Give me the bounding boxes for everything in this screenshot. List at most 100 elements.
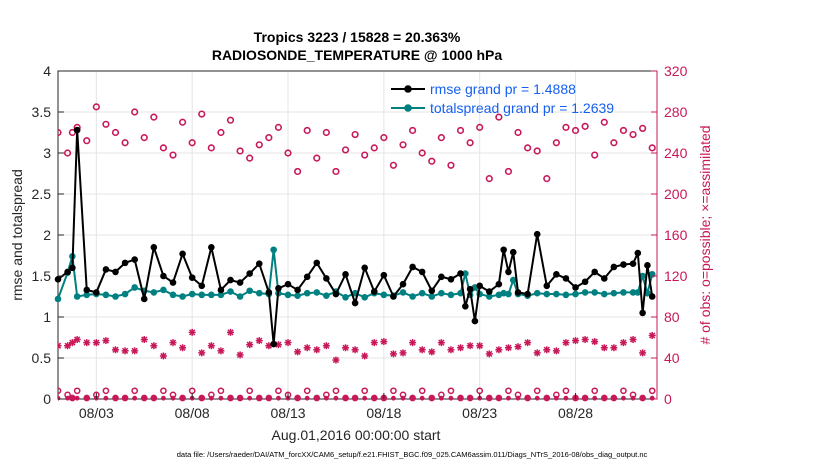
rmse-point (505, 268, 512, 276)
obs-assimilated-point (389, 350, 397, 358)
obs-possible-point (533, 147, 541, 155)
y-tick-label-left: 3 (43, 145, 51, 161)
obs-assimilated-point (255, 337, 263, 345)
obs-assimilated-stroke (361, 352, 368, 360)
rmse-point (198, 282, 206, 290)
obs-possible-low-point (58, 387, 62, 395)
spread-point (83, 291, 91, 299)
obs-assimilated-point (68, 339, 76, 347)
obs-assimilated-low-point (237, 395, 243, 401)
obs-assimilated-stroke (313, 346, 320, 353)
obs-assimilated-point (533, 349, 541, 357)
obs-possible-point (581, 122, 589, 130)
y-axis-label-right: # of obs: o=possible; ×=assimilated (697, 125, 713, 344)
rmse-point (629, 260, 637, 268)
obs-assimilated-low-point (323, 395, 329, 401)
obs-assimilated-low-point (621, 395, 626, 401)
rmse-point (255, 260, 263, 268)
obs-assimilated-stroke (304, 344, 311, 351)
obs-possible-point (58, 128, 62, 137)
rmse-point (390, 293, 397, 300)
rmse-point (553, 271, 560, 278)
obs-assimilated-point (572, 337, 580, 345)
obs-assimilated-point (648, 331, 656, 339)
obs-assimilated-stroke (610, 344, 618, 351)
obs-assimilated-point (428, 348, 436, 356)
rmse-point (428, 287, 436, 295)
obs-assimilated-point (370, 339, 378, 347)
obs-assimilated-point (313, 346, 321, 354)
obs-possible-point (456, 126, 465, 135)
obs-possible-point (476, 123, 484, 131)
legend-spread-marker (404, 104, 412, 112)
obs-assimilated-point (418, 346, 426, 354)
obs-assimilated-low-point (467, 395, 473, 401)
obs-possible-point (629, 130, 637, 139)
x-axis-label: Aug.01,2016 00:00:00 start (272, 427, 441, 443)
obs-assimilated-point (236, 351, 244, 359)
rmse-point (54, 275, 62, 283)
rmse-point (342, 271, 349, 278)
obs-assimilated-low-point (295, 395, 300, 401)
obs-possible-point (284, 149, 292, 157)
obs-assimilated-stroke (601, 344, 608, 351)
rmse-point (514, 289, 522, 296)
spread-point (562, 291, 570, 299)
obs-assimilated-low-point (228, 395, 233, 401)
obs-assimilated-stroke (74, 336, 81, 343)
chart-title: Tropics 3223 / 15828 = 20.363% (254, 29, 461, 45)
obs-assimilated-stroke (64, 342, 71, 349)
obs-assimilated-stroke (160, 352, 167, 360)
obs-assimilated-point (485, 350, 493, 358)
obs-assimilated-point (92, 339, 100, 347)
obs-possible-point (150, 113, 158, 121)
obs-assimilated-stroke (150, 342, 157, 349)
spread-point (303, 289, 311, 297)
obs-possible-point (466, 139, 474, 147)
obs-assimilated-stroke (246, 341, 253, 348)
rmse-point (270, 340, 277, 348)
rmse-point (303, 273, 311, 281)
rmse-point (69, 264, 76, 272)
rmse-point (610, 263, 618, 271)
spread-point (179, 293, 186, 300)
rmse-point (438, 273, 445, 281)
obs-assimilated-point (83, 339, 91, 347)
x-tick-label: 08/18 (366, 405, 401, 421)
obs-assimilated-low-point (515, 395, 521, 401)
spread-point (639, 272, 646, 280)
obs-possible-point (514, 128, 522, 137)
obs-assimilated-point (207, 342, 215, 350)
obs-assimilated-point (303, 344, 311, 352)
obs-assimilated-point (332, 356, 340, 364)
obs-assimilated-low-point (74, 395, 80, 401)
obs-assimilated-low-point (534, 395, 540, 401)
spread-point (102, 291, 110, 299)
obs-assimilated-stroke (534, 349, 541, 357)
obs-assimilated-stroke (83, 339, 90, 346)
obs-assimilated-low-point (170, 395, 176, 401)
obs-assimilated-low-point (601, 395, 607, 401)
obs-assimilated-stroke (121, 347, 129, 354)
obs-possible-point (399, 141, 407, 149)
rmse-point (476, 282, 483, 290)
obs-assimilated-point (399, 349, 407, 357)
rmse-point (380, 271, 388, 279)
spread-point (581, 289, 589, 296)
obs-assimilated-stroke (476, 342, 483, 349)
spread-point (270, 246, 277, 254)
obs-assimilated-low-point (69, 395, 75, 401)
rmse-point (462, 303, 469, 310)
obs-assimilated-stroke (256, 337, 263, 344)
spread-point (73, 293, 81, 300)
obs-assimilated-stroke (198, 349, 205, 357)
spread-point (399, 289, 407, 296)
y-tick-label-left: 3.5 (32, 104, 52, 120)
rmse-point (73, 126, 81, 134)
obs-possible-point (524, 144, 532, 152)
obs-possible-low-point (332, 387, 340, 395)
obs-assimilated-point (246, 341, 254, 349)
obs-assimilated-low-point (429, 395, 435, 401)
obs-possible-point (92, 103, 100, 111)
obs-assimilated-low-point (582, 395, 588, 401)
